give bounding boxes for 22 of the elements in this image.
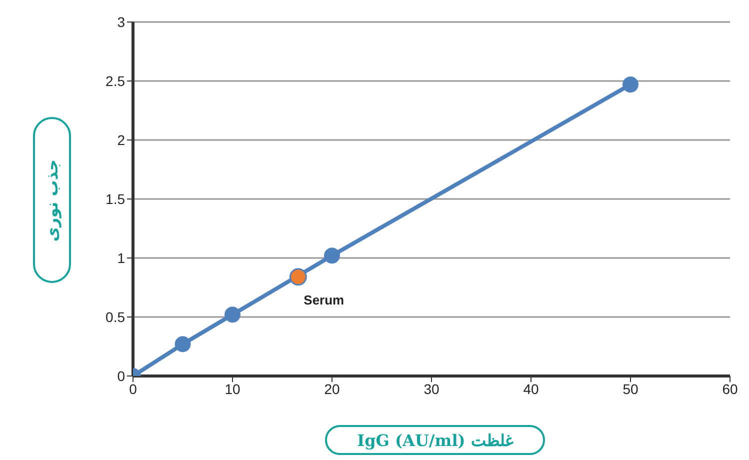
point bbox=[324, 248, 340, 264]
point bbox=[622, 76, 638, 93]
x-tick-label: 50 bbox=[622, 380, 638, 397]
y-tick-label: 1 bbox=[117, 250, 126, 266]
y-tick-label: 2 bbox=[117, 132, 126, 148]
point bbox=[224, 306, 240, 323]
y-tick-label: 2.5 bbox=[106, 72, 126, 89]
x-axis-title: غلظت IgG (AU/ml) bbox=[325, 425, 545, 455]
y-tick-label: 3 bbox=[117, 14, 126, 30]
point bbox=[174, 336, 191, 352]
y-tick-label: 1.5 bbox=[106, 190, 126, 207]
point bbox=[289, 268, 307, 286]
x-tick-label: 60 bbox=[722, 380, 738, 397]
x-tick-label: 0 bbox=[129, 380, 138, 397]
x-tick-label: 20 bbox=[324, 380, 340, 397]
y-axis-title: جذب نوری bbox=[42, 158, 62, 242]
x-tick-label: 10 bbox=[224, 380, 240, 397]
series-label: Serum bbox=[304, 292, 344, 308]
x-tick-label: 30 bbox=[424, 380, 440, 397]
y-tick-label: 0.5 bbox=[106, 308, 126, 325]
y-tick-label: 0 bbox=[117, 368, 126, 384]
x-tick-label: 40 bbox=[523, 380, 539, 397]
